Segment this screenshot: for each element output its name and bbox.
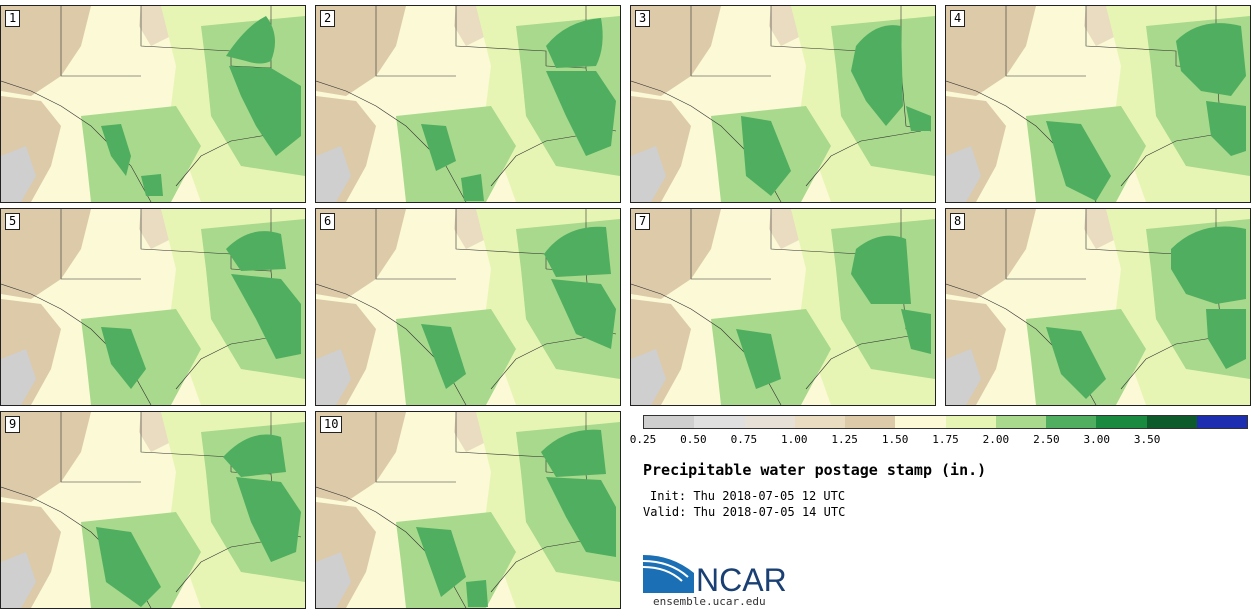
precipitable-water-map [946,6,1250,202]
ncar-logo-text: NCAR [696,562,787,593]
precipitable-water-map [946,209,1250,405]
colorbar-swatch [945,416,996,428]
colorbar-tick-label: 3.50 [1133,433,1161,446]
ensemble-member-panel: 6 [315,208,621,406]
panel-label: 9 [5,416,21,433]
colorbar-swatch [995,416,1046,428]
colorbar-tick-label: 1.75 [932,433,959,446]
ncar-logo-graphic: NCAR [642,555,787,598]
colorbar-swatch [1046,416,1097,428]
ncar-url: ensemble.ucar.edu [653,595,766,608]
colorbar-tick-label: 2.00 [982,433,1010,446]
ensemble-member-panel: 9 [0,411,306,609]
valid-time: Valid: Thu 2018-07-05 14 UTC [643,505,846,519]
colorbar-swatch [1096,416,1147,428]
precipitable-water-map [1,412,305,608]
ensemble-member-panel: 5 [0,208,306,406]
precipitable-water-map [631,209,935,405]
ensemble-member-panel: 8 [945,208,1251,406]
colorbar-swatch [694,416,745,428]
colorbar-tick-label: 1.50 [881,433,909,446]
panel-label: 8 [950,213,966,230]
precipitable-water-map [316,6,620,202]
panel-label: 2 [320,10,336,27]
plot-title: Precipitable water postage stamp (in.) [643,461,987,479]
colorbar-tick-label: 0.25 [629,433,657,446]
ensemble-member-panel: 2 [315,5,621,203]
panel-label: 1 [5,10,21,27]
colorbar-swatch [1146,416,1197,428]
ensemble-member-panel: 4 [945,5,1251,203]
precipitable-water-map [316,412,620,608]
colorbar-swatch [794,416,845,428]
precipitable-water-map [1,6,305,202]
colorbar-tick-label: 1.25 [831,433,858,446]
ensemble-member-panel: 7 [630,208,936,406]
precipitable-water-map [1,209,305,405]
init-time: Init: Thu 2018-07-05 12 UTC [650,489,846,503]
colorbar-swatch [845,416,896,428]
ensemble-member-panel: 10 [315,411,621,609]
panel-label: 5 [5,213,21,230]
precipitable-water-map [631,6,935,202]
panel-label: 7 [635,213,651,230]
panel-label: 6 [320,213,336,230]
precipitable-water-map [316,209,620,405]
colorbar-swatch [1196,416,1247,428]
colorbar-tick-label: 2.50 [1033,433,1060,446]
colorbar-swatch [744,416,795,428]
colorbar-tick-label: 0.75 [730,433,758,446]
panel-label: 3 [635,10,651,27]
ensemble-member-panel: 1 [0,5,306,203]
colorbar-tick-label: 3.00 [1083,433,1111,446]
colorbar-tick-label: 0.50 [680,433,707,446]
colorbar-swatch [644,416,695,428]
colorbar [643,415,1248,429]
colorbar-tick-label: 1.00 [781,433,808,446]
ensemble-member-panel: 3 [630,5,936,203]
ncar-logo: NCAR [642,553,792,598]
panel-label: 10 [320,416,343,433]
colorbar-swatch [895,416,946,428]
panel-label: 4 [950,10,966,27]
